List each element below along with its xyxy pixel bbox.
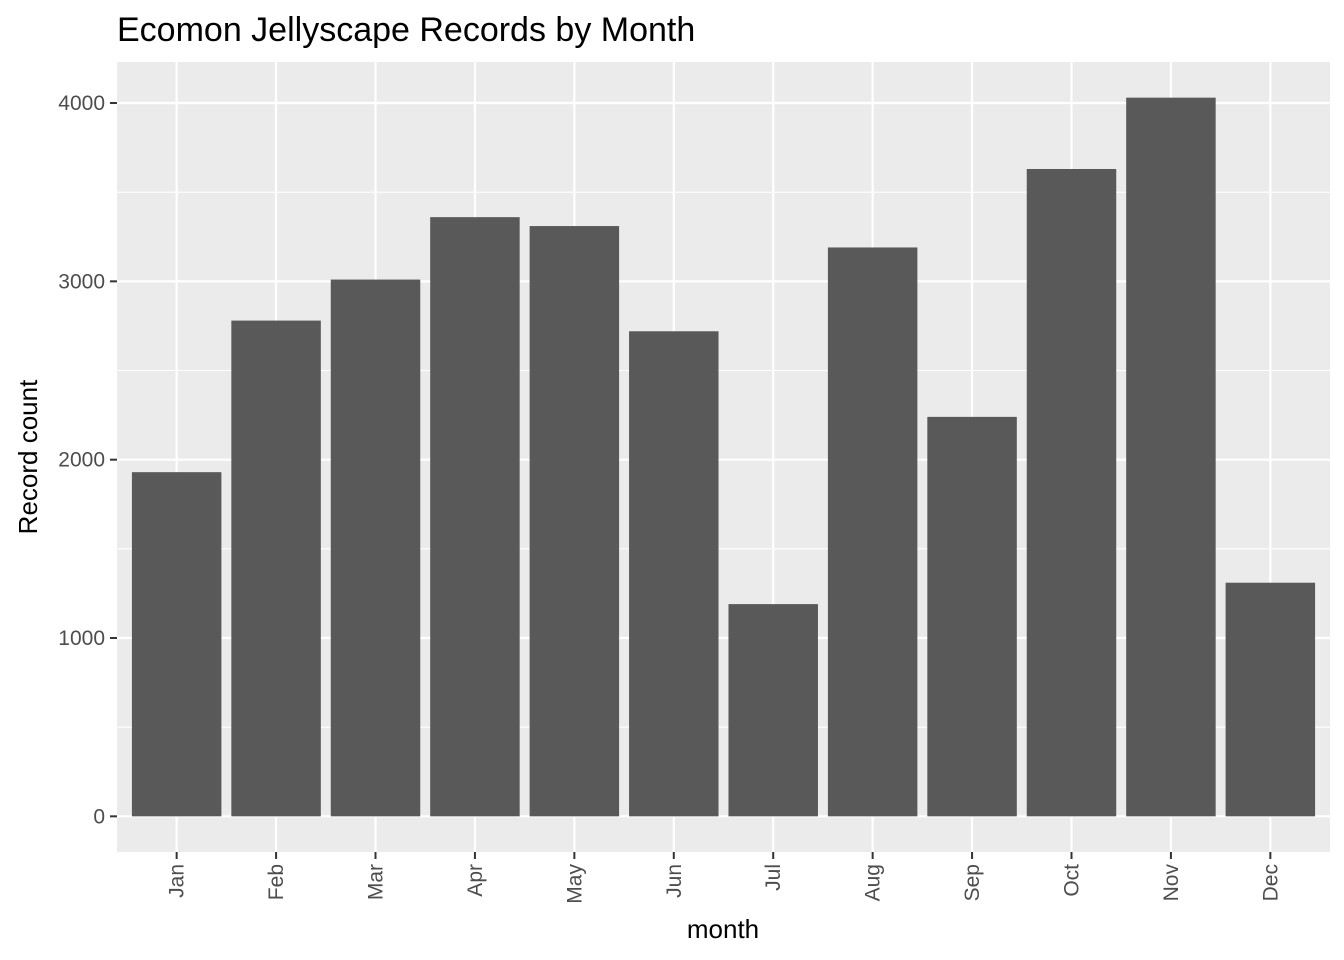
y-axis-title: Record count [13,379,43,534]
bar-feb [231,320,321,817]
x-tick-label: May [563,864,586,904]
y-tick-label: 1000 [58,627,105,650]
x-tick-label: Oct [1060,864,1083,897]
x-axis-title: month [687,914,759,944]
bar-may [529,226,620,817]
x-tick-label: Jan [166,864,189,898]
bar-mar [330,279,421,817]
x-tick-label: Sep [961,864,984,901]
y-axis: 0 1000 2000 3000 4000 [58,92,117,828]
bar-oct [1026,168,1117,817]
y-tick-label: 2000 [58,449,105,472]
x-tick-label: Apr [464,864,487,897]
bar-jun [629,331,719,817]
x-axis: Jan Feb Mar Apr May Jun Jul Aug Sep Oct Nov Dec [166,852,1282,904]
x-tick-label: Nov [1160,864,1183,902]
bar-dec [1225,582,1316,817]
bar-aug [827,247,918,817]
x-tick-label: Jun [663,864,686,898]
bar-nov [1126,97,1216,817]
x-tick-label: Feb [265,864,288,900]
chart-title: Ecomon Jellyscape Records by Month [117,11,695,49]
bar-apr [430,217,520,817]
y-tick-label: 4000 [58,92,105,115]
bar-jan [131,472,222,817]
x-tick-label: Dec [1259,864,1282,901]
x-tick-label: Aug [862,864,885,901]
bar-jul [728,604,818,817]
bar-sep [927,416,1017,817]
y-tick-label: 0 [93,805,105,828]
y-tick-label: 3000 [58,270,105,293]
bars [131,97,1316,817]
x-tick-label: Jul [762,864,785,891]
x-tick-label: Mar [365,864,388,900]
